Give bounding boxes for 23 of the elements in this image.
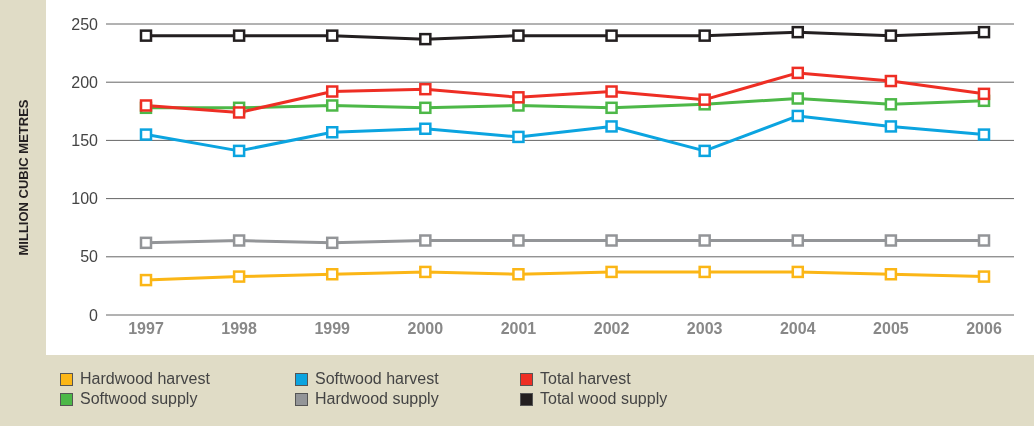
x-tick-label: 2002: [593, 320, 630, 338]
legend-label: Hardwood harvest: [80, 370, 210, 388]
legend-label: Softwood harvest: [315, 370, 439, 388]
legend-label: Hardwood supply: [315, 390, 439, 408]
y-tick-label: 50: [80, 248, 99, 266]
x-tick-label: 1997: [128, 320, 164, 338]
x-tick-label: 2006: [966, 320, 1002, 338]
y-axis-title: MILLION CUBIC METRES: [15, 99, 31, 256]
x-tick-label: 2001: [500, 320, 537, 338]
x-tick-label: 2000: [407, 320, 444, 338]
legend-label: Total wood supply: [540, 390, 668, 408]
x-tick-label: 1999: [314, 320, 351, 338]
y-tick-label: 250: [71, 15, 99, 33]
y-tick-label: 100: [71, 190, 99, 208]
x-tick-label: 2005: [873, 320, 909, 338]
y-tick-label: 150: [71, 132, 99, 150]
y-tick-label: 0: [89, 306, 99, 324]
x-tick-label: 2003: [686, 320, 723, 338]
legend-label: Total harvest: [540, 370, 631, 388]
legend-label: Softwood supply: [80, 390, 198, 408]
x-tick-label: 1998: [221, 320, 258, 338]
y-tick-label: 200: [71, 73, 99, 91]
x-tick-label: 2004: [779, 320, 816, 338]
